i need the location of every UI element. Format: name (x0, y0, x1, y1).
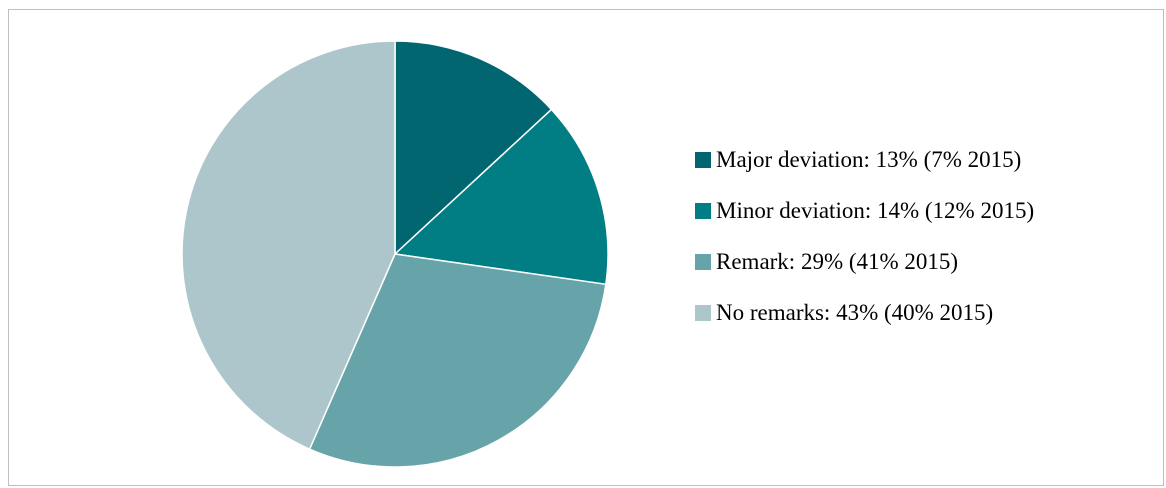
pie-slice-no-remarks (181, 40, 396, 450)
pie-chart (181, 40, 609, 468)
legend: Major deviation: 13% (7% 2015) Minor dev… (695, 147, 1034, 351)
pie-slice-remark (308, 253, 607, 468)
legend-label-major-deviation: Major deviation: 13% (7% 2015) (716, 147, 1022, 172)
legend-swatch-major-deviation (695, 152, 711, 168)
chart-area: Major deviation: 13% (7% 2015) Minor dev… (8, 9, 1164, 486)
legend-item-minor-deviation: Minor deviation: 14% (12% 2015) (695, 198, 1034, 224)
legend-item-no-remarks: No remarks: 43% (40% 2015) (695, 300, 1034, 326)
legend-label-remark: Remark: 29% (41% 2015) (716, 249, 959, 274)
legend-swatch-remark (695, 254, 711, 270)
legend-label-no-remarks: No remarks: 43% (40% 2015) (716, 300, 994, 325)
legend-swatch-minor-deviation (695, 203, 711, 219)
pie-slice-major-deviation (394, 40, 553, 255)
legend-swatch-no-remarks (695, 305, 711, 321)
legend-label-minor-deviation: Minor deviation: 14% (12% 2015) (716, 198, 1035, 223)
legend-item-major-deviation: Major deviation: 13% (7% 2015) (695, 147, 1034, 173)
legend-item-remark: Remark: 29% (41% 2015) (695, 249, 1034, 275)
pie-slice-minor-deviation (394, 108, 609, 286)
pie-slices (181, 40, 609, 468)
